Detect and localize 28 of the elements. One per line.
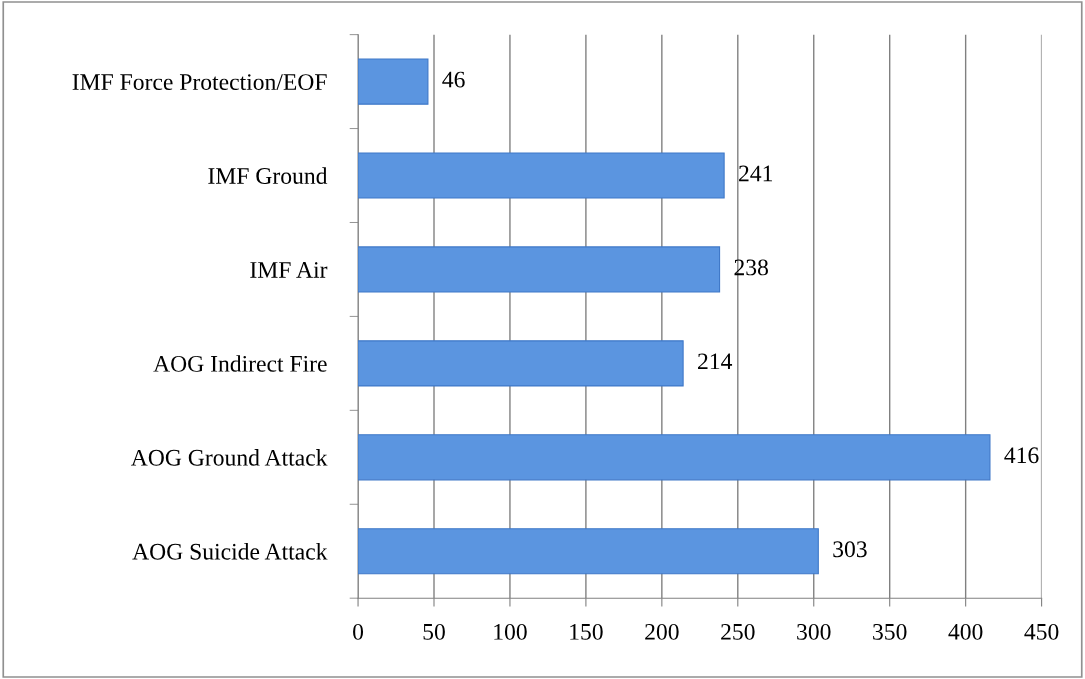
- bar: [358, 340, 684, 387]
- x-tick-label: 450: [1024, 623, 1059, 640]
- y-tick-label: AOG Indirect Fire: [153, 355, 327, 372]
- x-tick-label: 0: [353, 623, 364, 640]
- bar: [358, 434, 991, 481]
- y-tick-label: AOG Ground Attack: [130, 449, 328, 466]
- x-tick-label: 100: [494, 623, 527, 640]
- bar: [358, 58, 429, 105]
- data-label: 214: [698, 353, 733, 370]
- x-tick-label: 400: [948, 623, 983, 640]
- x-tick-label: 200: [645, 623, 679, 640]
- data-label: 238: [734, 259, 768, 276]
- bar: [358, 246, 721, 293]
- x-tick-label: 300: [797, 623, 831, 640]
- y-tick-label: IMF Ground: [208, 167, 328, 184]
- data-label: 303: [833, 541, 867, 558]
- x-tick-label: 150: [570, 623, 603, 640]
- x-tick-label: 250: [721, 623, 755, 640]
- y-tick-label: IMF Force Protection/EOF: [72, 74, 327, 91]
- bar: [358, 528, 819, 575]
- y-tick-label: AOG Suicide Attack: [132, 543, 328, 560]
- data-label: 241: [739, 165, 773, 182]
- bar: [358, 152, 725, 199]
- data-label: 46: [442, 71, 465, 88]
- x-tick-label: 350: [873, 623, 907, 640]
- y-tick-label: IMF Air: [250, 262, 328, 278]
- x-tick-label: 50: [423, 623, 445, 640]
- data-label: 416: [1004, 447, 1039, 464]
